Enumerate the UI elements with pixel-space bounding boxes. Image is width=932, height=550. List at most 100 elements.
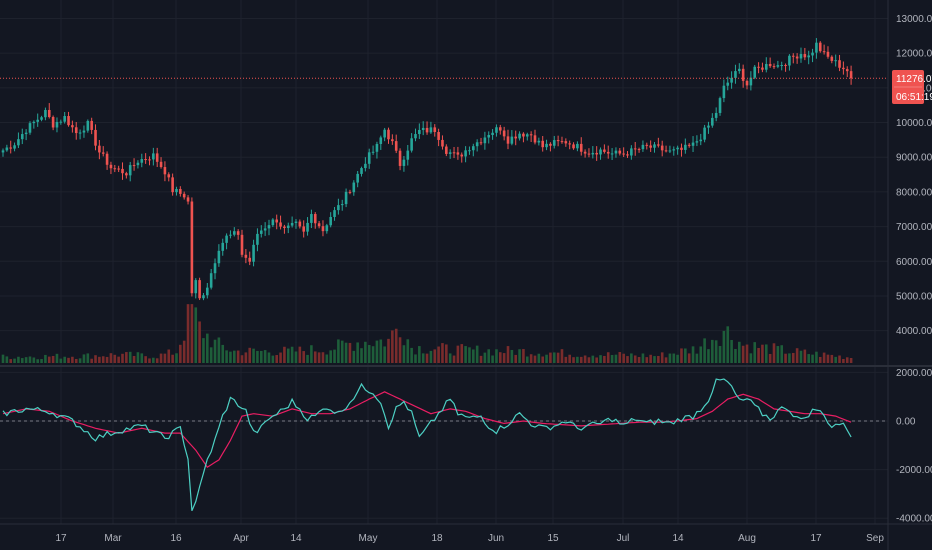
candle-body [317, 223, 321, 227]
volume-bar [645, 357, 649, 363]
volume-bar [410, 347, 413, 363]
volume-bar [402, 345, 406, 363]
candle-body [842, 67, 845, 70]
candle-body [313, 214, 317, 224]
volume-bar [730, 340, 733, 363]
time-axis[interactable]: 17 Mar 16 Apr 14 May 18 Jun 15 Jul 14 Aug 17 Sep [55, 533, 884, 544]
candle-body [483, 137, 487, 144]
candle-body [537, 140, 541, 143]
volume-bar [40, 359, 43, 363]
candle-body [206, 287, 209, 296]
candle-body [564, 141, 568, 144]
volume-bar [283, 346, 286, 363]
candle-body [63, 116, 66, 122]
candle-body [78, 132, 82, 134]
volume-bar [595, 357, 598, 363]
candle-body [445, 146, 448, 154]
candle-body [468, 150, 471, 152]
volume-bar [514, 354, 518, 363]
candle-body [356, 173, 359, 183]
volume-bar [761, 344, 764, 363]
volume-bar [290, 346, 294, 363]
volume-bar [132, 355, 136, 363]
candle-body [202, 295, 205, 299]
candle-body [47, 109, 51, 118]
time-axis-label: Mar [104, 533, 122, 544]
volume-bar [298, 346, 302, 363]
volume-bar [82, 354, 86, 363]
candle-body [660, 145, 664, 151]
candle-body [379, 137, 383, 144]
candle-body [791, 55, 795, 57]
candle-body [190, 201, 194, 294]
candle-body [495, 127, 498, 133]
volume-bar [148, 358, 151, 363]
volume-bar [360, 348, 363, 363]
volume-bar [32, 357, 36, 363]
volume-bar [175, 353, 178, 363]
candle-body [182, 193, 186, 198]
volume-bar [529, 354, 533, 363]
candle-body [194, 280, 198, 294]
candle-body [479, 142, 483, 144]
candle-body [591, 152, 595, 155]
volume-bar [71, 356, 74, 363]
volume-bar [734, 348, 737, 363]
volume-bar [603, 355, 606, 363]
volume-bar [113, 354, 117, 363]
volume-bar [90, 358, 93, 363]
volume-bar [371, 346, 375, 363]
candle-body [510, 136, 514, 144]
volume-bar [664, 357, 668, 363]
volume-bar [560, 349, 564, 363]
volume-bar [340, 340, 344, 363]
candle-body [664, 150, 668, 152]
volume-bar [391, 330, 394, 363]
candle-body [140, 159, 144, 163]
volume-bar [633, 355, 637, 363]
price-axis-label: 10000.00 [896, 118, 932, 129]
time-axis-label: Jul [617, 533, 630, 544]
candle-body [233, 231, 236, 235]
volume-bar [406, 339, 410, 363]
candle-body [5, 147, 9, 151]
volume-bar [67, 357, 70, 363]
volume-bar [302, 351, 305, 363]
candle-body [105, 153, 109, 165]
volume-bar [344, 342, 348, 363]
volume-bar [545, 354, 548, 363]
time-axis-label: Sep [866, 533, 884, 544]
volume-bar [252, 348, 255, 363]
volume-bar [626, 356, 629, 363]
candle-body [552, 140, 556, 146]
candle-body [414, 134, 417, 139]
volume-bar [159, 353, 163, 363]
volume-bar [217, 337, 221, 363]
candle-body [657, 144, 660, 146]
volume-bar [263, 350, 267, 363]
volume-bar [101, 356, 105, 363]
volume-bar [394, 328, 398, 363]
candle-body [402, 159, 406, 166]
volume-bar [587, 357, 591, 363]
candle-body [506, 136, 510, 144]
candle-body [155, 153, 159, 162]
volume-bar [606, 352, 610, 363]
volume-bar [726, 326, 730, 363]
candle-body [163, 167, 167, 175]
candle-body [186, 197, 190, 202]
candle-body [371, 151, 375, 153]
oscillator-axis-label: -2000.00 [896, 465, 932, 476]
volume-bar [614, 354, 618, 363]
volume-bar [772, 343, 776, 363]
volume-bar [94, 355, 97, 363]
candle-body [437, 132, 440, 140]
candle-body [398, 150, 402, 166]
candle-body [117, 168, 120, 170]
candle-body [13, 145, 16, 149]
candle-body [348, 191, 352, 193]
candle-body [514, 136, 518, 139]
price-axis-label: 13000.00 [896, 14, 932, 25]
oscillator-axis[interactable]: 2000.00 0.00 -2000.00 -4000.00 [896, 368, 932, 525]
candle-body [86, 120, 90, 131]
